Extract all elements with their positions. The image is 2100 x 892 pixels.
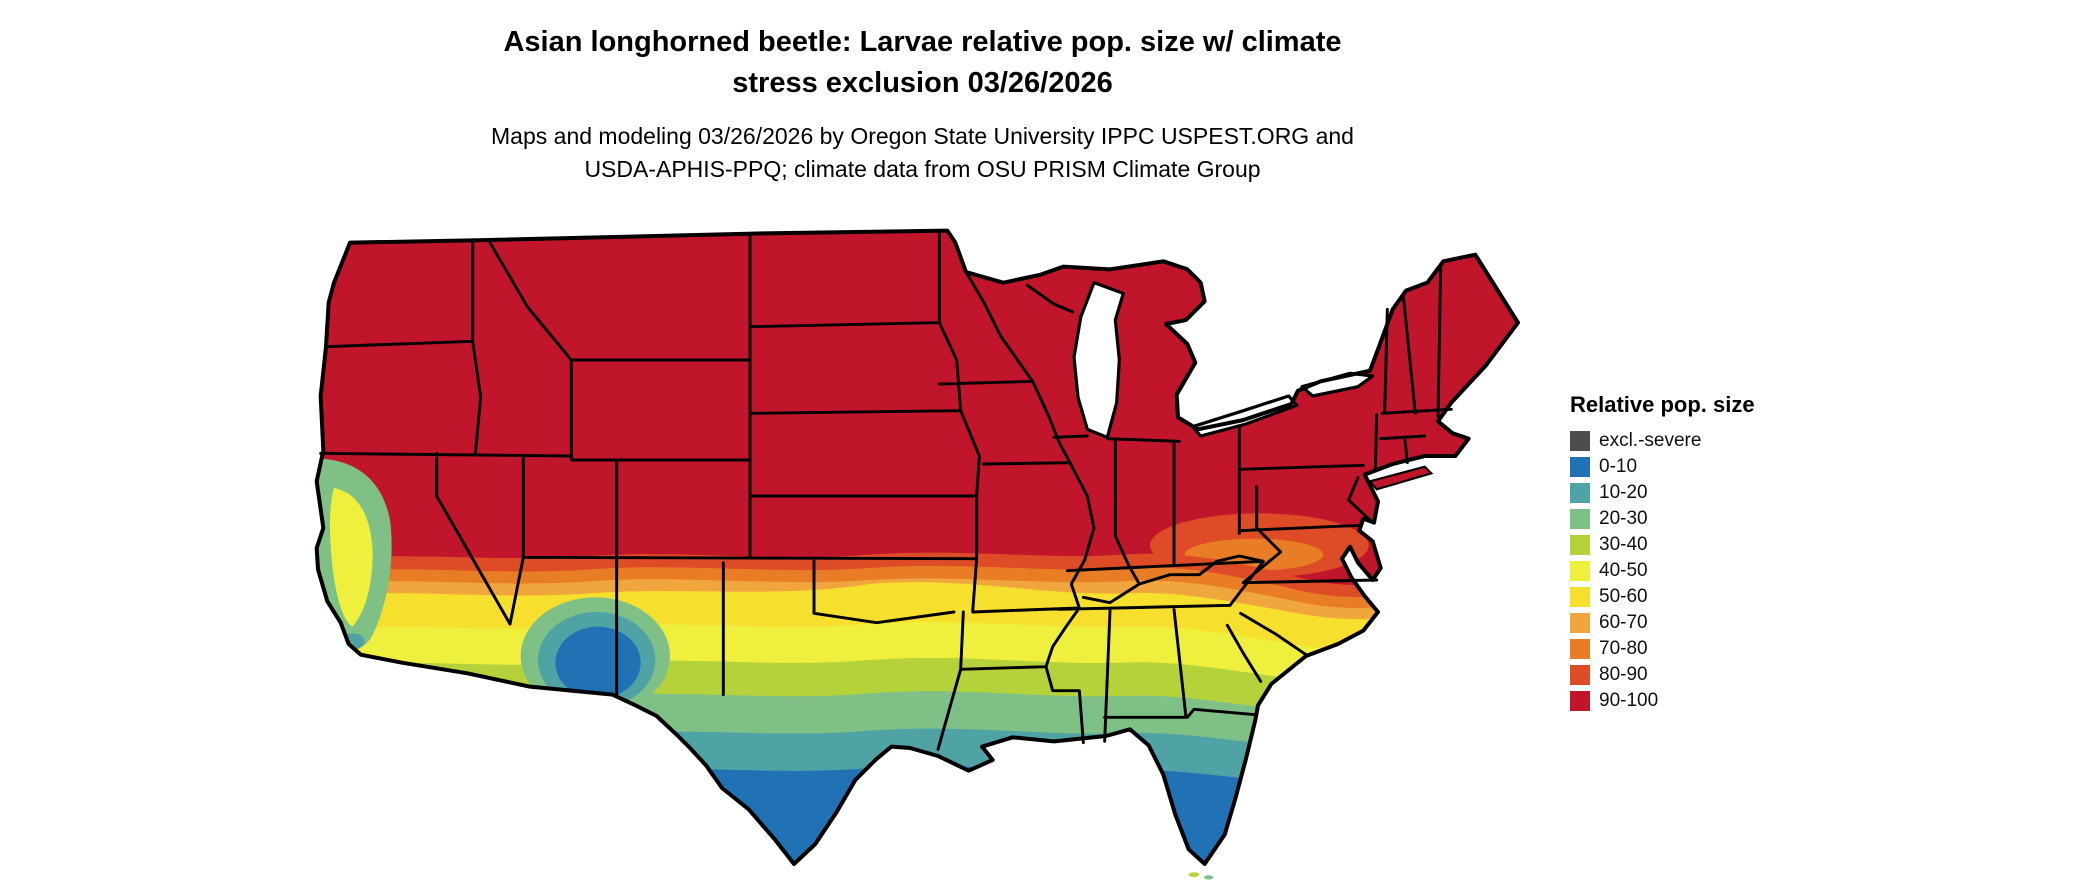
- legend-swatch-10-20: [1570, 483, 1590, 503]
- legend-item: 10-20: [1570, 480, 1830, 506]
- legend-item: 70-80: [1570, 636, 1830, 662]
- legend-label: 80-90: [1599, 664, 1648, 685]
- legend-item: 0-10: [1570, 454, 1830, 480]
- legend-label: 10-20: [1599, 482, 1648, 503]
- florida-keys-speck-1: [1188, 872, 1200, 878]
- legend: Relative pop. size excl.-severe 0-10 10-…: [1570, 392, 1830, 714]
- subtitle-line-1: Maps and modeling 03/26/2026 by Oregon S…: [491, 123, 1354, 149]
- legend-label: 70-80: [1599, 638, 1648, 659]
- state-borders: [319, 231, 1453, 751]
- legend-label: 50-60: [1599, 586, 1648, 607]
- legend-label: 20-30: [1599, 508, 1648, 529]
- title-line-2: stress exclusion 03/26/2026: [732, 67, 1113, 99]
- florida-keys-speck-2: [1204, 875, 1214, 880]
- us-map-container: [310, 226, 1530, 882]
- legend-label: 0-10: [1599, 456, 1638, 477]
- legend-label: 40-50: [1599, 560, 1648, 581]
- figure-subtitle: Maps and modeling 03/26/2026 by Oregon S…: [315, 120, 1530, 186]
- legend-item: 80-90: [1570, 662, 1830, 688]
- legend-swatch-80-90: [1570, 665, 1590, 685]
- legend-item: 30-40: [1570, 532, 1830, 558]
- legend-title: Relative pop. size: [1570, 392, 1755, 417]
- us-outline: [314, 228, 1520, 866]
- legend-swatch-40-50: [1570, 561, 1590, 581]
- legend-label: excl.-severe: [1599, 430, 1702, 451]
- legend-item: 50-60: [1570, 584, 1830, 610]
- legend-swatch-50-60: [1570, 587, 1590, 607]
- legend-item: excl.-severe: [1570, 428, 1830, 454]
- page-title: Asian longhorned beetle: Larvae relative…: [315, 22, 1530, 104]
- us-map: [314, 228, 1520, 880]
- subtitle-line-2: USDA-APHIS-PPQ; climate data from OSU PR…: [584, 156, 1261, 182]
- legend-swatch-70-80: [1570, 639, 1590, 659]
- legend-swatch-20-30: [1570, 509, 1590, 529]
- figure-header: Asian longhorned beetle: Larvae relative…: [315, 22, 1530, 186]
- band-0-10: [316, 765, 1518, 864]
- legend-item: 90-100: [1570, 688, 1830, 714]
- legend-swatch-30-40: [1570, 535, 1590, 555]
- legend-swatch-90-100: [1570, 691, 1590, 711]
- patch-arizona-blue: [555, 626, 641, 699]
- legend-label: 60-70: [1599, 612, 1648, 633]
- legend-item: 40-50: [1570, 558, 1830, 584]
- legend-label: 30-40: [1599, 534, 1648, 555]
- patch-california-valley-yellow: [329, 488, 373, 627]
- long-island: [1368, 465, 1434, 491]
- legend-swatch-0-10: [1570, 457, 1590, 477]
- legend-item: 60-70: [1570, 610, 1830, 636]
- legend-item: 20-30: [1570, 506, 1830, 532]
- title-line-1: Asian longhorned beetle: Larvae relative…: [503, 26, 1342, 58]
- legend-swatch-60-70: [1570, 613, 1590, 633]
- legend-swatch-excl-severe: [1570, 431, 1590, 451]
- legend-label: 90-100: [1599, 690, 1659, 711]
- band-20-30: [316, 691, 1518, 864]
